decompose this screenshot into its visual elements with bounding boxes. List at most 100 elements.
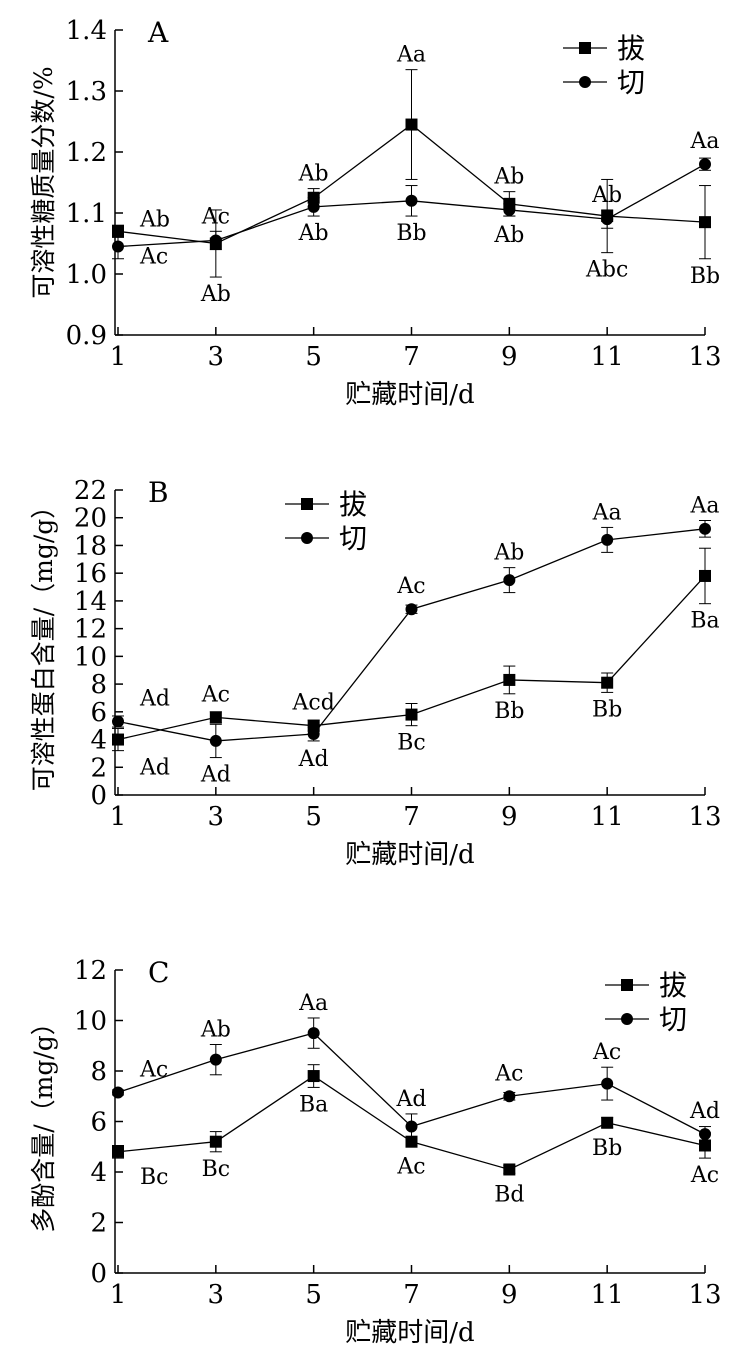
x-tick-label: 9: [501, 342, 518, 372]
data-point-circle: [307, 1027, 320, 1040]
significance-label: Bb: [592, 697, 622, 722]
y-tick-label: 0: [90, 1259, 107, 1289]
y-tick-label: 12: [74, 956, 107, 986]
significance-label: Ac: [201, 204, 230, 229]
data-point-circle: [405, 603, 418, 616]
x-axis-title: 贮藏时间/d: [345, 1318, 474, 1348]
significance-label: Ac: [396, 1155, 425, 1180]
panel-label: A: [147, 16, 169, 49]
significance-label: Ad: [298, 747, 329, 772]
data-point-circle: [112, 240, 124, 253]
significance-label: Bd: [494, 1182, 524, 1207]
y-tick-label: 20: [74, 504, 107, 534]
data-point-square: [307, 1070, 320, 1083]
x-tick-label: 3: [208, 342, 225, 372]
y-tick-label: 6: [90, 698, 107, 728]
significance-label: Ac: [201, 682, 230, 707]
legend-label: 拔: [659, 969, 687, 1002]
y-axis-title: 可溶性蛋白含量/（mg/g）: [29, 494, 58, 792]
significance-label: Ab: [200, 1017, 231, 1042]
data-point-circle: [601, 213, 614, 226]
y-tick-label: 1.1: [66, 199, 107, 229]
y-tick-label: 18: [74, 531, 107, 561]
data-point-circle: [601, 533, 614, 546]
significance-label: Ac: [139, 244, 168, 269]
y-tick-label: 2: [90, 1209, 107, 1239]
data-point-square: [209, 711, 222, 724]
x-tick-label: 7: [403, 342, 420, 372]
y-tick-label: 1.3: [66, 77, 107, 107]
legend-marker-square: [301, 498, 313, 510]
significance-label: Ac: [396, 574, 425, 599]
data-point-circle: [503, 1090, 516, 1103]
significance-label: Ab: [591, 183, 622, 208]
significance-label: Bc: [202, 1157, 231, 1182]
data-point-circle: [699, 1128, 711, 1141]
significance-label: Aa: [689, 494, 719, 519]
legend-marker-square: [621, 979, 633, 991]
legend-marker-square: [579, 42, 591, 54]
data-point-circle: [405, 1120, 418, 1133]
data-point-square: [503, 1163, 516, 1176]
data-point-square: [699, 569, 711, 582]
data-point-circle: [112, 1086, 124, 1099]
legend-label: 切: [339, 522, 367, 555]
x-tick-label: 7: [403, 1280, 420, 1310]
legend-marker-circle: [621, 1013, 633, 1025]
x-tick-label: 5: [305, 802, 322, 832]
y-axis-title: 可溶性糖质量分数/%: [29, 66, 58, 298]
x-tick-label: 13: [688, 802, 721, 832]
significance-label: Bb: [592, 1136, 622, 1161]
x-tick-label: 1: [110, 1280, 127, 1310]
panel-label: B: [148, 476, 169, 509]
legend-marker-circle: [301, 532, 313, 544]
significance-label: Acd: [292, 691, 335, 716]
significance-label: Ab: [493, 223, 524, 248]
data-point-circle: [601, 1077, 614, 1090]
y-tick-label: 0.9: [66, 321, 107, 351]
significance-label: Ac: [139, 1057, 168, 1082]
data-point-square: [503, 673, 516, 686]
y-tick-label: 1.4: [66, 16, 107, 46]
x-tick-label: 13: [688, 342, 721, 372]
significance-label: Bb: [690, 264, 720, 289]
x-tick-label: 9: [501, 1280, 518, 1310]
significance-label: Ab: [493, 541, 524, 566]
y-tick-label: 0: [90, 781, 107, 811]
x-tick-label: 3: [208, 1280, 225, 1310]
panel-a: 0.91.01.11.21.31.41 3 5 7 9 11 13贮藏时间/d可溶性糖质量分…: [29, 16, 722, 410]
y-tick-label: 22: [74, 476, 107, 506]
x-tick-label: 11: [591, 802, 624, 832]
significance-label: Ad: [689, 1099, 720, 1124]
y-tick-label: 8: [90, 670, 107, 700]
panel-label: C: [148, 956, 169, 989]
data-point-square: [699, 1139, 711, 1152]
data-point-square: [405, 118, 418, 131]
y-tick-label: 14: [74, 587, 107, 617]
significance-label: Abc: [585, 258, 628, 283]
significance-label: Ab: [200, 282, 231, 307]
x-tick-label: 7: [403, 802, 420, 832]
x-tick-label: 11: [591, 1280, 624, 1310]
x-tick-label: 5: [305, 342, 322, 372]
significance-label: Ab: [298, 162, 329, 187]
y-tick-label: 2: [90, 753, 107, 783]
y-tick-label: 12: [74, 615, 107, 645]
significance-label: Ad: [139, 756, 170, 781]
significance-label: Bc: [397, 731, 426, 756]
data-point-circle: [307, 728, 320, 740]
data-point-circle: [405, 194, 418, 207]
x-tick-label: 3: [208, 802, 225, 832]
y-tick-label: 6: [90, 1108, 107, 1138]
data-point-circle: [209, 234, 222, 247]
x-tick-label: 5: [305, 1280, 322, 1310]
y-tick-label: 16: [74, 559, 107, 589]
significance-label: Ab: [298, 221, 329, 246]
data-point-square: [405, 708, 418, 721]
y-tick-label: 10: [74, 642, 107, 672]
x-axis-title: 贮藏时间/d: [345, 380, 474, 410]
legend-label: 拔: [617, 32, 645, 65]
y-axis-title: 多酚含量/（mg/g）: [29, 1010, 58, 1233]
